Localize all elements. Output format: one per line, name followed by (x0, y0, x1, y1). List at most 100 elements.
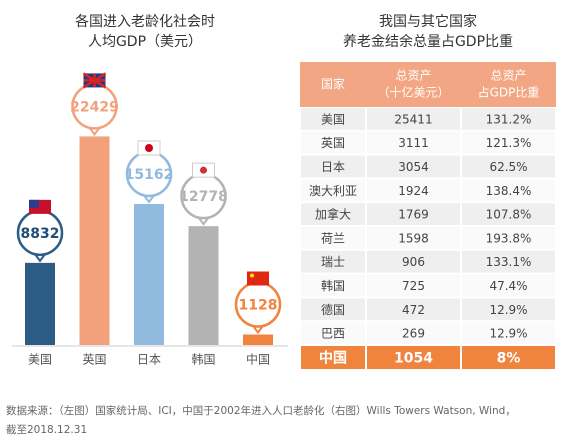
table-cell-bg (301, 203, 365, 225)
table-cell: 8% (497, 351, 521, 367)
table-cell: 133.1% (486, 255, 532, 269)
header-cell: 占GDP比重 (478, 85, 540, 100)
table-cell: 加拿大 (315, 207, 351, 222)
table-cell: 47.4% (489, 279, 527, 293)
header-cell: 总资产 (490, 69, 526, 83)
table-cell: 193.8% (486, 231, 532, 245)
table-cell: 906 (402, 255, 425, 269)
table-cell-bg (301, 274, 365, 297)
table-cell-bg (462, 131, 555, 154)
chart-title: 各国进入老龄化社会时 (75, 14, 215, 30)
table-cell: 3111 (398, 136, 429, 150)
chart-subtitle: 人均GDP（美元） (88, 34, 202, 50)
table-subtitle: 养老金结余总量占GDP比重 (343, 33, 513, 50)
table-cell: 日本 (321, 160, 345, 174)
table-cell-bg (367, 274, 460, 297)
bar (79, 136, 110, 345)
table-cell: 725 (402, 279, 425, 293)
header-cell: 总资产 (395, 69, 431, 83)
table-cell: 131.2% (486, 112, 532, 126)
source-note: 数据来源：（左图）国家统计局、ICI，中国于2002年进入人口老龄化（右图）Wi… (6, 404, 516, 417)
table-cell-bg (462, 179, 555, 202)
table-cell: 澳大利亚 (309, 184, 357, 198)
table-cell: 荷兰 (321, 231, 345, 245)
table-cell: 韩国 (321, 278, 345, 293)
value-label: 12778 (179, 189, 228, 205)
flag (247, 271, 269, 286)
table-cell-bg (301, 322, 365, 344)
table-cell: 138.4% (486, 184, 532, 198)
table-cell-bg (462, 155, 555, 178)
x-tick-label: 中国 (246, 352, 270, 367)
table-cell-bg (367, 179, 460, 202)
table-cell-bg (301, 227, 365, 249)
table-cell: 1054 (394, 351, 433, 367)
x-tick-label: 韩国 (191, 352, 215, 367)
bar (134, 203, 164, 345)
table-cell-bg (301, 155, 365, 178)
value-label: 15162 (125, 167, 174, 183)
table-cell: 3054 (398, 160, 429, 174)
table-cell-bg (462, 346, 555, 369)
header-cell: 国家 (321, 76, 345, 91)
table-cell-bg (367, 250, 460, 273)
value-label: 1128 (239, 298, 278, 314)
table-cell: 62.5% (489, 160, 527, 174)
table-header (300, 62, 556, 107)
table-cell-bg (367, 322, 460, 344)
value-label: 8832 (21, 226, 60, 242)
table-cell-bg (301, 131, 365, 154)
table-cell: 德国 (321, 302, 345, 317)
bar (25, 262, 55, 345)
table-cell-bg (462, 298, 555, 321)
value-label: 22429 (70, 99, 119, 115)
table-cell: 美国 (321, 112, 345, 126)
x-tick-label: 美国 (28, 353, 52, 367)
flag (82, 72, 107, 89)
table-cell-bg (301, 298, 365, 321)
bar (243, 334, 273, 345)
header-cell: （十亿美元） (377, 85, 449, 100)
table-cell-bg (301, 250, 365, 273)
table-cell-bg (462, 322, 555, 344)
table-cell: 巴西 (321, 327, 345, 341)
table-cell-bg (462, 203, 555, 225)
table-cell: 472 (402, 303, 425, 317)
table-cell-bg (367, 227, 460, 249)
table-cell: 瑞士 (321, 255, 345, 269)
table-cell-bg (367, 131, 460, 154)
table-cell: 1769 (398, 208, 429, 222)
flag (145, 143, 153, 152)
table-cell-bg (301, 179, 365, 202)
table-cell: 12.9% (489, 327, 527, 341)
bar (188, 226, 219, 345)
table-title: 我国与其它国家 (379, 13, 477, 30)
table-cell-bg (367, 108, 460, 130)
x-tick-label: 英国 (82, 353, 106, 367)
table-cell: 1598 (398, 231, 429, 245)
table-cell-bg (462, 227, 555, 249)
table-cell-bg (462, 108, 555, 130)
table-cell: 英国 (321, 136, 345, 150)
table-cell-bg (367, 203, 460, 225)
table-cell-bg (367, 155, 460, 178)
table-cell: 12.9% (489, 303, 527, 317)
table-cell-bg (462, 250, 555, 273)
table-cell: 中国 (319, 350, 347, 367)
x-tick-label: 日本 (137, 353, 161, 367)
flag (29, 199, 39, 208)
source-note: 截至2018.12.31 (6, 423, 87, 436)
table-cell-bg (367, 346, 460, 369)
table-cell: 25411 (394, 112, 432, 126)
flag (200, 166, 207, 174)
table-cell: 269 (402, 327, 425, 341)
table-cell: 121.3% (486, 136, 532, 150)
flag (250, 273, 254, 278)
table-cell-bg (462, 274, 555, 297)
table-cell-bg (367, 298, 460, 321)
table-cell-bg (301, 108, 365, 130)
table-cell: 1924 (398, 184, 429, 198)
table-cell-bg (301, 346, 365, 369)
